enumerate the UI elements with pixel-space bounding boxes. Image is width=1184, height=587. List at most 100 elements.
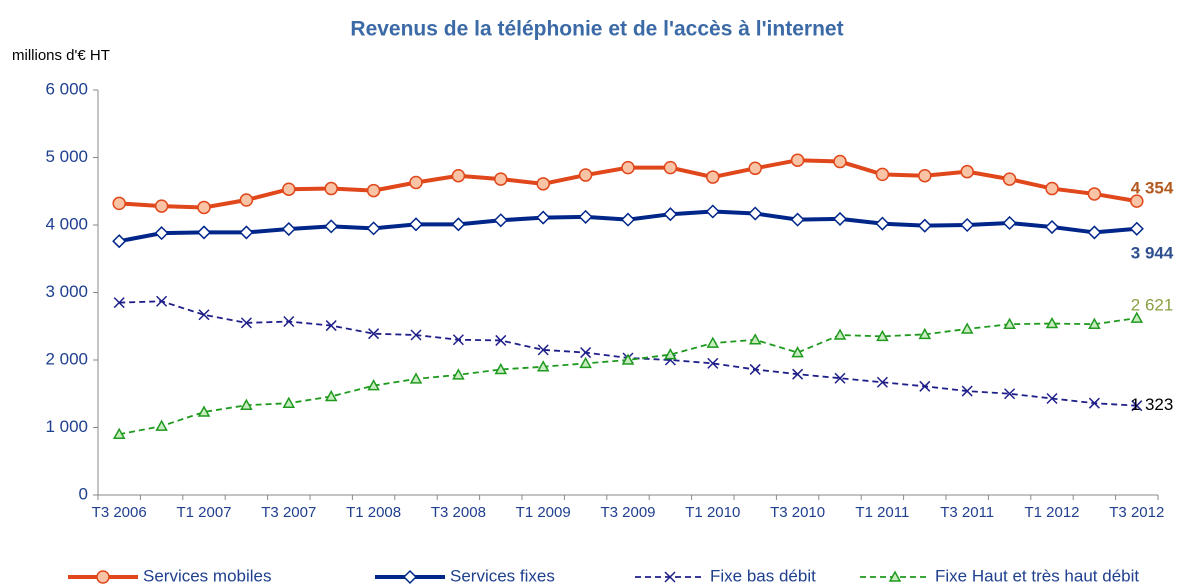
data-point xyxy=(536,360,550,372)
data-point xyxy=(536,177,550,191)
data-point xyxy=(537,344,549,356)
data-point xyxy=(1045,317,1059,329)
x-tick-label: T3 2007 xyxy=(261,504,316,521)
data-label: 2 621 xyxy=(1131,296,1174,315)
data-point xyxy=(961,385,973,397)
data-point xyxy=(876,376,888,388)
data-point xyxy=(960,217,975,233)
y-tick-label: 1 000 xyxy=(45,417,88,436)
data-point xyxy=(620,212,636,227)
data-point xyxy=(706,336,720,348)
data-point xyxy=(960,164,974,179)
data-point xyxy=(281,221,296,237)
data-label: 1 323 xyxy=(1131,395,1174,414)
data-point xyxy=(832,211,848,226)
data-point xyxy=(578,209,593,224)
data-point xyxy=(876,329,889,342)
series-line xyxy=(119,317,1137,436)
x-tick-label: T3 2010 xyxy=(770,504,825,521)
data-point xyxy=(663,160,678,175)
data-point xyxy=(707,357,719,369)
data-point xyxy=(112,234,127,249)
y-axis-label: millions d'€ HT xyxy=(12,47,110,64)
x-tick-label: T1 2012 xyxy=(1024,504,1079,521)
data-point xyxy=(239,193,254,207)
data-point xyxy=(705,204,720,219)
data-point xyxy=(154,226,169,241)
x-tick-label: T3 2008 xyxy=(431,504,486,521)
x-tick-label: T1 2008 xyxy=(346,504,401,521)
data-point xyxy=(1088,397,1100,409)
data-point xyxy=(283,315,295,328)
data-point xyxy=(282,182,296,196)
data-point xyxy=(960,322,974,334)
legend-marker xyxy=(888,570,902,582)
data-point xyxy=(156,295,168,307)
data-point xyxy=(790,212,805,227)
data-point xyxy=(1002,215,1017,231)
data-point xyxy=(494,172,508,186)
data-point xyxy=(748,161,762,176)
data-point xyxy=(452,368,465,380)
data-point xyxy=(834,372,846,384)
x-tick-label: T3 2011 xyxy=(940,504,994,521)
data-point xyxy=(197,405,211,417)
data-point xyxy=(451,168,466,183)
y-tick-label: 2 000 xyxy=(45,349,88,368)
x-tick-label: T1 2009 xyxy=(516,504,571,521)
data-point xyxy=(197,200,211,215)
data-point xyxy=(196,225,212,240)
data-point xyxy=(918,168,932,183)
data-point xyxy=(748,206,763,221)
data-point xyxy=(1129,221,1144,236)
legend-marker xyxy=(96,570,110,584)
legend-label: Services fixes xyxy=(450,566,555,585)
data-point xyxy=(366,221,381,236)
data-point xyxy=(1004,388,1016,400)
data-point xyxy=(112,196,126,211)
data-point xyxy=(325,320,337,332)
legend-label: Services mobiles xyxy=(143,566,272,585)
x-tick-label: T1 2011 xyxy=(855,504,909,521)
legend-label: Fixe bas débit xyxy=(710,566,816,585)
data-point xyxy=(1088,317,1101,329)
data-point xyxy=(833,328,847,340)
data-label: 3 944 xyxy=(1131,243,1174,262)
data-point xyxy=(790,153,805,167)
data-point xyxy=(410,329,422,341)
data-point xyxy=(495,334,507,346)
data-point xyxy=(408,217,424,232)
data-point xyxy=(493,213,508,228)
data-point xyxy=(324,389,338,402)
data-point xyxy=(536,210,551,225)
data-point xyxy=(1045,181,1059,196)
y-tick-label: 5 000 xyxy=(45,147,88,166)
data-point xyxy=(451,217,466,232)
data-point xyxy=(494,362,508,375)
data-label: 4 354 xyxy=(1131,179,1174,198)
data-point xyxy=(154,199,169,213)
y-tick-label: 3 000 xyxy=(45,282,88,301)
data-point xyxy=(917,218,932,233)
data-point xyxy=(113,297,125,309)
data-point xyxy=(621,160,635,175)
data-point xyxy=(112,427,126,439)
data-point xyxy=(621,353,635,365)
data-point xyxy=(875,216,890,231)
data-point xyxy=(578,168,593,182)
data-point xyxy=(791,346,804,358)
chart-title: Revenus de la téléphonie et de l'accès à… xyxy=(350,18,843,41)
data-point xyxy=(579,356,592,369)
data-point xyxy=(1087,225,1102,240)
legend-marker xyxy=(664,571,676,583)
data-point xyxy=(324,219,339,234)
data-point xyxy=(875,167,890,182)
data-point xyxy=(155,419,168,431)
y-tick-label: 4 000 xyxy=(45,214,88,233)
data-point xyxy=(282,396,296,408)
data-point xyxy=(409,175,423,190)
data-point xyxy=(833,154,847,169)
data-point xyxy=(1087,187,1102,201)
data-point xyxy=(580,347,592,359)
data-point xyxy=(239,225,254,240)
